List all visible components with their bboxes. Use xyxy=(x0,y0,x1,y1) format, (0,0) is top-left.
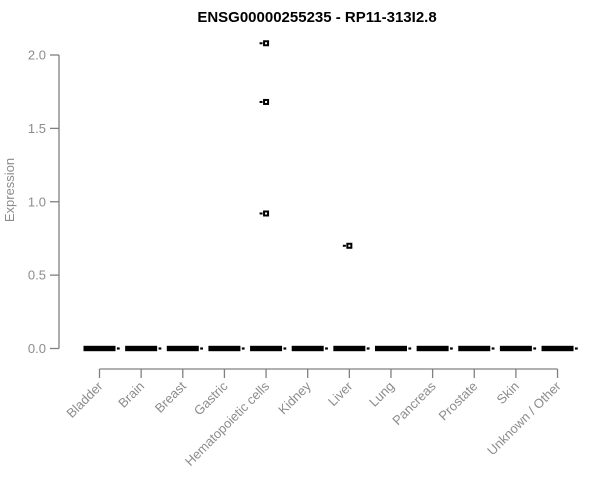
outlier-left-tick xyxy=(259,100,263,103)
y-tick-label: 0.5 xyxy=(28,268,46,283)
box xyxy=(499,345,532,352)
box xyxy=(291,345,324,352)
box xyxy=(374,345,407,352)
chart-title: ENSG00000255235 - RP11-313I2.8 xyxy=(197,9,436,26)
x-tick-label: Lung xyxy=(366,379,397,410)
outlier-left-tick xyxy=(259,212,263,215)
x-tick-label: Breast xyxy=(152,378,189,415)
y-tick-label: 0.0 xyxy=(28,341,46,356)
x-tick-label: Pancreas xyxy=(389,378,439,428)
x-tick-label: Gastric xyxy=(191,378,231,418)
x-tick-label: Skin xyxy=(494,379,522,407)
box-whisker-tick xyxy=(241,347,245,350)
x-tick-label: Kidney xyxy=(275,378,314,417)
boxplot-marks-group xyxy=(83,40,578,352)
box-whisker-tick xyxy=(533,347,537,350)
box xyxy=(333,345,366,352)
x-tick-label: Bladder xyxy=(63,378,106,421)
y-tick-label: 1.0 xyxy=(28,194,46,209)
axes-group: 0.0 0.5 1.0 1.5 2.0 Bladder Brain Breast Gastric… xyxy=(28,48,564,469)
box-whisker-tick xyxy=(450,347,453,350)
box-whisker-tick xyxy=(158,347,162,350)
box-whisker-tick xyxy=(325,347,328,350)
x-tick-label: Brain xyxy=(115,379,147,411)
outlier-left-tick xyxy=(342,244,346,247)
outlier-marker-center xyxy=(265,42,268,45)
box-whisker-tick xyxy=(116,347,120,350)
box-whisker-tick xyxy=(283,347,287,350)
outlier-left-tick xyxy=(259,42,263,45)
box-whisker-tick xyxy=(408,347,412,350)
y-axis-label: Expression xyxy=(2,158,17,222)
outlier-marker-center xyxy=(265,212,268,215)
box xyxy=(166,345,199,352)
outlier-marker-center xyxy=(265,100,268,103)
box-whisker-tick xyxy=(491,347,495,350)
box-whisker-tick xyxy=(574,347,578,350)
y-tick-label: 1.5 xyxy=(28,121,46,136)
box xyxy=(458,345,491,352)
box xyxy=(125,345,158,352)
box xyxy=(83,345,116,352)
box xyxy=(208,345,241,352)
box-whisker-tick xyxy=(366,347,370,350)
box xyxy=(541,345,574,352)
box-whisker-tick xyxy=(200,347,203,350)
x-tick-label: Liver xyxy=(325,378,356,409)
x-tick-label: Unknown / Other xyxy=(484,378,564,458)
box xyxy=(416,345,449,352)
outlier-marker-center xyxy=(348,244,351,247)
box xyxy=(250,345,283,352)
y-tick-label: 2.0 xyxy=(28,48,46,63)
x-tick-label: Prostate xyxy=(436,379,481,424)
